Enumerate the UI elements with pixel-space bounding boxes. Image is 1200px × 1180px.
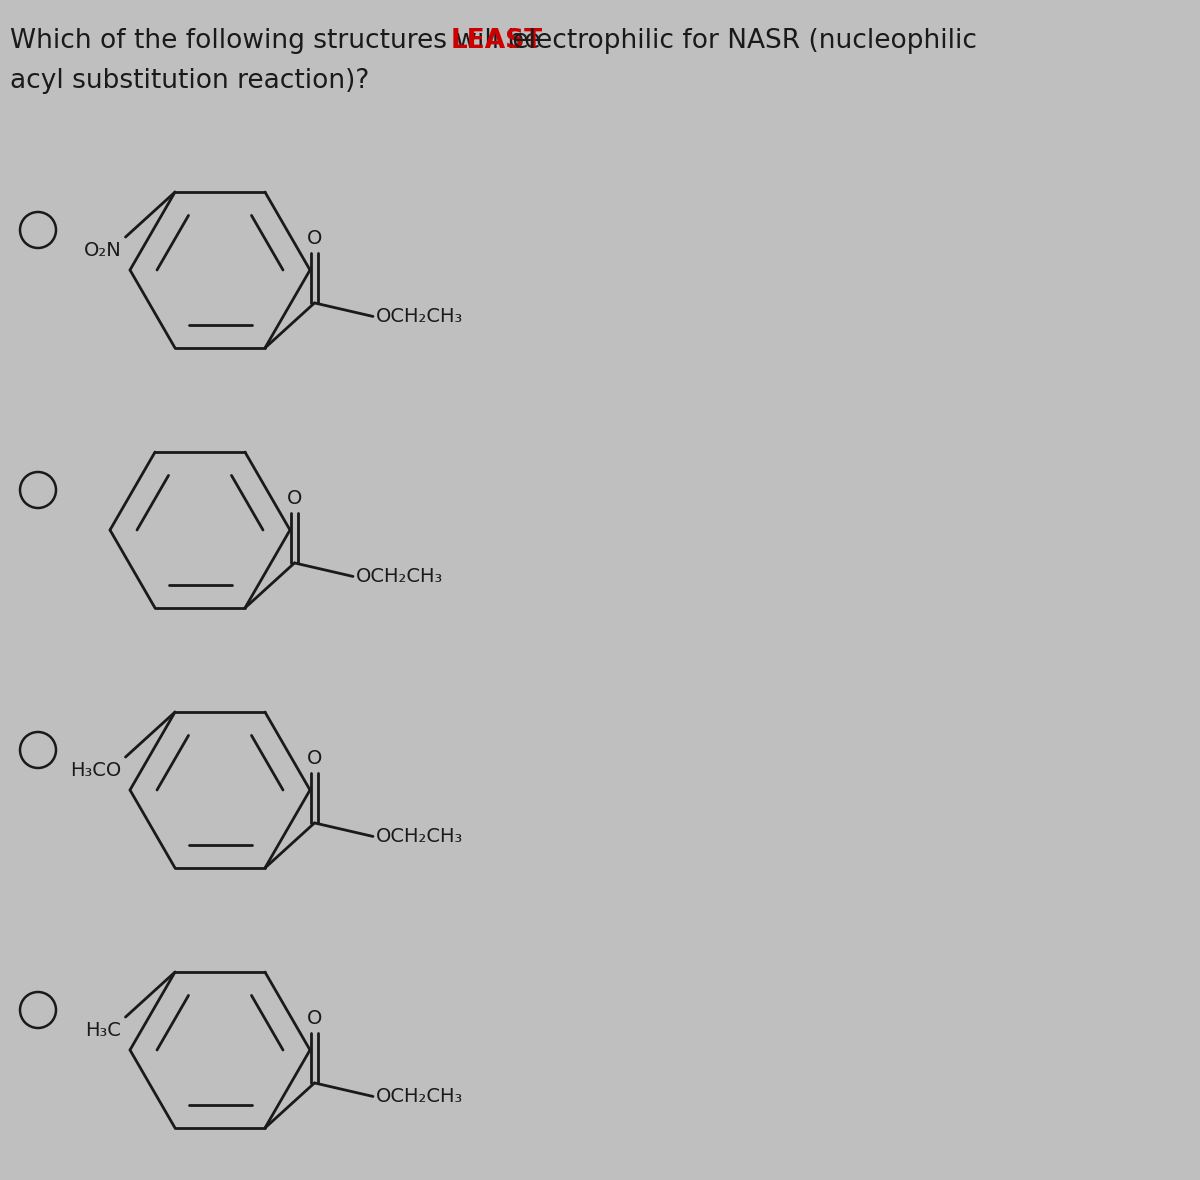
- Text: LEAST: LEAST: [451, 28, 544, 54]
- Text: O: O: [307, 749, 322, 768]
- Text: OCH₂CH₃: OCH₂CH₃: [376, 1087, 463, 1106]
- Text: OCH₂CH₃: OCH₂CH₃: [356, 566, 443, 586]
- Text: O: O: [307, 1009, 322, 1029]
- Text: O: O: [307, 229, 322, 249]
- Text: acyl substitution reaction)?: acyl substitution reaction)?: [10, 68, 370, 94]
- Text: O: O: [287, 490, 302, 509]
- Text: OCH₂CH₃: OCH₂CH₃: [376, 827, 463, 846]
- Text: Which of the following structures will be: Which of the following structures will b…: [10, 28, 548, 54]
- Text: O₂N: O₂N: [84, 241, 121, 260]
- Text: electrophilic for NASR (nucleophilic: electrophilic for NASR (nucleophilic: [504, 28, 977, 54]
- Text: OCH₂CH₃: OCH₂CH₃: [376, 307, 463, 326]
- Text: H₃C: H₃C: [85, 1021, 121, 1040]
- Text: H₃CO: H₃CO: [71, 761, 121, 780]
